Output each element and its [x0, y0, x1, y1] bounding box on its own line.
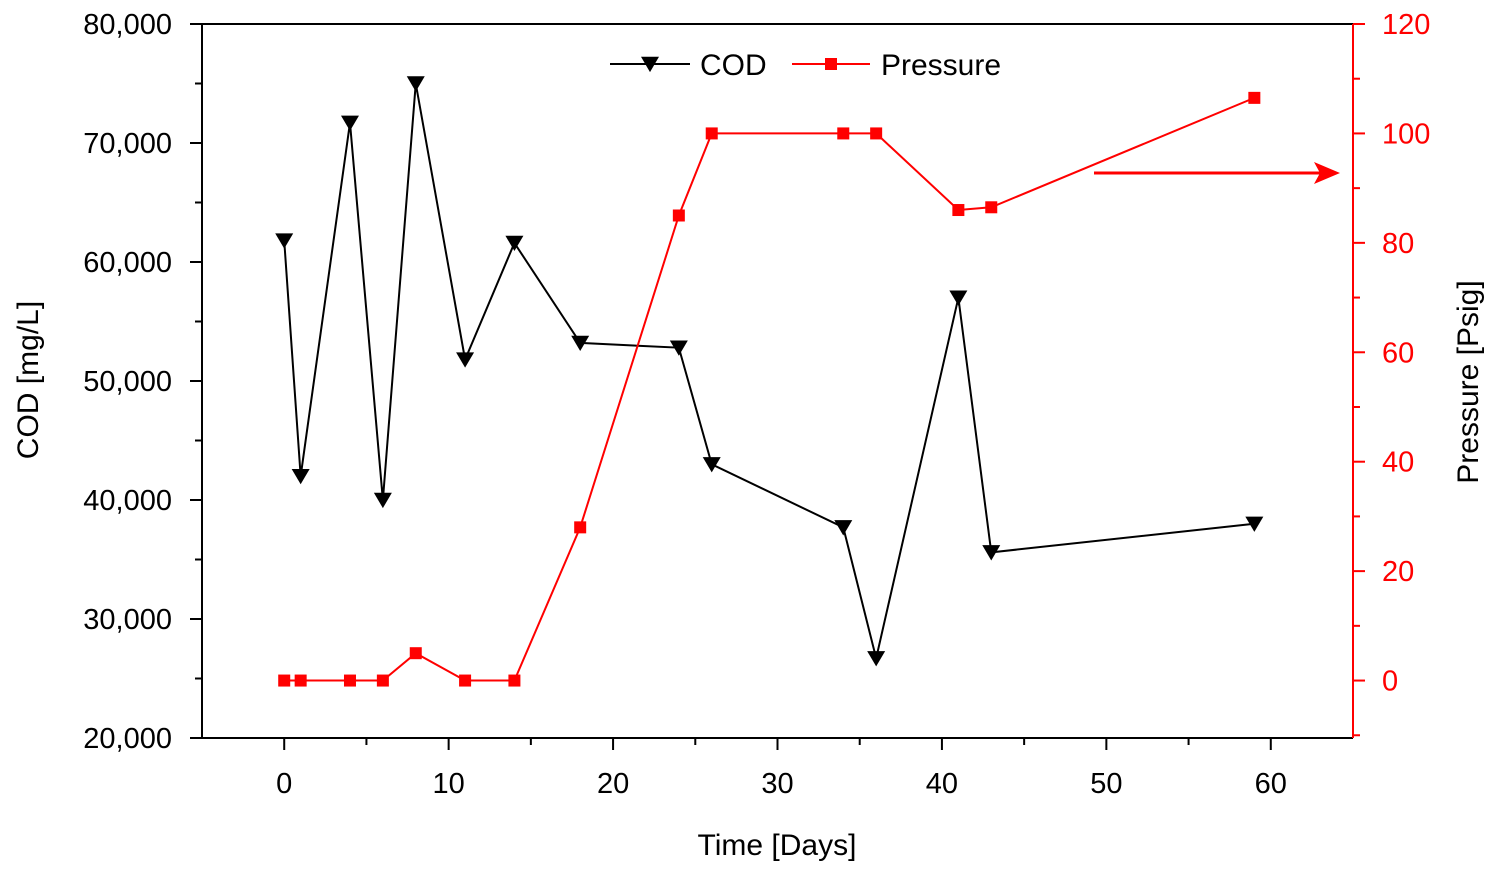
- x-tick-label: 60: [1255, 768, 1287, 800]
- y2-tick-label: 20: [1382, 556, 1414, 588]
- y2-tick-label: 60: [1382, 337, 1414, 369]
- plot-frame: [201, 23, 1354, 739]
- y-axis-left: 20,000 30,000 40,000 50,000 60,000 70,000 80,0…: [83, 9, 202, 755]
- legend-label-pressure: Pressure: [881, 49, 1001, 82]
- y-axis-right: 0 20 40 60 80 100 120: [1353, 9, 1430, 737]
- x-axis: 0 10 20 30 40 50 60: [276, 738, 1287, 800]
- cod-point: [571, 335, 590, 352]
- x-tick-label: 50: [1090, 768, 1122, 800]
- pressure-point: [574, 521, 587, 534]
- legend: COD Pressure: [610, 49, 1001, 82]
- cod-point: [291, 469, 310, 485]
- cod-point: [834, 520, 853, 536]
- pressure-point: [870, 127, 883, 140]
- cod-point: [949, 290, 968, 306]
- y2-tick-label: 80: [1382, 228, 1414, 260]
- cod-point: [982, 545, 1001, 561]
- pressure-point: [672, 209, 685, 222]
- pressure-point: [985, 201, 998, 214]
- y-tick-label: 20,000: [83, 723, 172, 755]
- cod-point: [669, 340, 688, 356]
- pressure-point: [294, 674, 307, 687]
- y2-tick-label: 40: [1382, 447, 1414, 479]
- cod-point: [702, 457, 721, 473]
- pressure-point: [343, 674, 356, 687]
- series-cod: [275, 76, 1264, 667]
- x-tick-label: 10: [433, 768, 465, 800]
- y-tick-label: 40,000: [83, 485, 172, 517]
- legend-swatch-pressure-marker: [825, 58, 837, 70]
- legend-label-cod: COD: [700, 49, 767, 82]
- x-axis-title: Time [Days]: [698, 829, 857, 862]
- pressure-point: [508, 674, 521, 687]
- cod-point: [1245, 516, 1264, 532]
- y2-tick-label: 100: [1382, 118, 1430, 150]
- series-line-pressure: [284, 96, 1255, 682]
- pressure-point: [837, 127, 850, 140]
- y2-tick-label: 0: [1382, 666, 1398, 698]
- pressure-point: [409, 647, 422, 660]
- pressure-point: [1248, 91, 1261, 104]
- series-line-cod: [283, 83, 1255, 659]
- cod-point: [406, 76, 425, 92]
- y-tick-label: 50,000: [83, 366, 172, 398]
- pressure-point: [278, 674, 291, 687]
- cod-point: [373, 492, 392, 509]
- y-tick-label: 80,000: [83, 9, 172, 41]
- y-tick-label: 60,000: [83, 247, 172, 279]
- pressure-point: [459, 674, 472, 687]
- cod-point: [867, 651, 886, 667]
- legend-swatch-cod-marker: [641, 56, 659, 73]
- cod-point: [456, 352, 475, 368]
- pressure-point: [376, 674, 389, 687]
- annotation-layer: [1094, 162, 1340, 184]
- y-axis-title: COD [mg/L]: [12, 301, 45, 459]
- pressure-point: [705, 127, 718, 140]
- y-tick-label: 30,000: [83, 604, 172, 636]
- series-pressure: [278, 91, 1261, 687]
- cod-point: [505, 235, 524, 252]
- series-layer: [275, 76, 1264, 687]
- x-tick-label: 0: [276, 768, 292, 800]
- x-tick-label: 20: [597, 768, 629, 800]
- annotation-arrow-head: [1314, 162, 1340, 184]
- x-tick-label: 30: [761, 768, 793, 800]
- y-tick-label: 70,000: [83, 128, 172, 160]
- y2-tick-label: 120: [1382, 9, 1430, 41]
- x-tick-label: 40: [926, 768, 958, 800]
- pressure-point: [952, 204, 965, 217]
- cod-point: [275, 233, 294, 249]
- cod-point: [340, 115, 359, 131]
- y2-axis-title: Pressure [Psig]: [1452, 280, 1485, 483]
